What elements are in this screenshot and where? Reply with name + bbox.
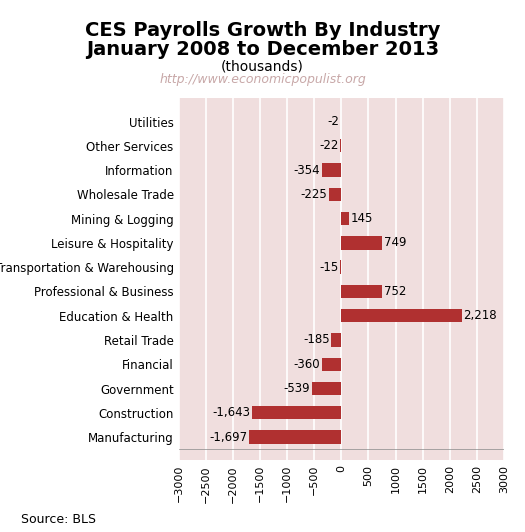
Text: -354: -354 [294,163,320,177]
Text: 749: 749 [383,236,406,250]
Bar [331,334,341,347]
Text: -225: -225 [301,188,328,201]
Text: 2,218: 2,218 [463,309,497,322]
Text: Source: BLS: Source: BLS [21,513,96,526]
Text: -15: -15 [320,261,339,273]
Text: January 2008 to December 2013: January 2008 to December 2013 [86,40,439,59]
Bar [312,382,341,395]
Bar [249,430,341,444]
Text: -2: -2 [328,115,340,128]
Bar [329,188,341,201]
Text: (thousands): (thousands) [221,60,304,73]
Text: 752: 752 [384,285,406,298]
Text: -1,697: -1,697 [209,430,248,444]
Bar [252,406,341,419]
Bar [340,261,341,274]
Text: -22: -22 [319,139,339,152]
Bar [341,285,382,298]
Text: -539: -539 [284,382,310,395]
Text: -185: -185 [303,334,330,346]
Bar [340,139,341,153]
Text: http://www.economicpopulist.org: http://www.economicpopulist.org [159,73,366,86]
Bar [341,236,382,250]
Text: -360: -360 [293,358,320,371]
Bar [341,212,349,225]
Text: 145: 145 [351,212,373,225]
Bar [322,358,341,371]
Bar [341,309,461,322]
Text: CES Payrolls Growth By Industry: CES Payrolls Growth By Industry [85,21,440,40]
Text: -1,643: -1,643 [213,406,250,419]
Bar [322,163,341,177]
